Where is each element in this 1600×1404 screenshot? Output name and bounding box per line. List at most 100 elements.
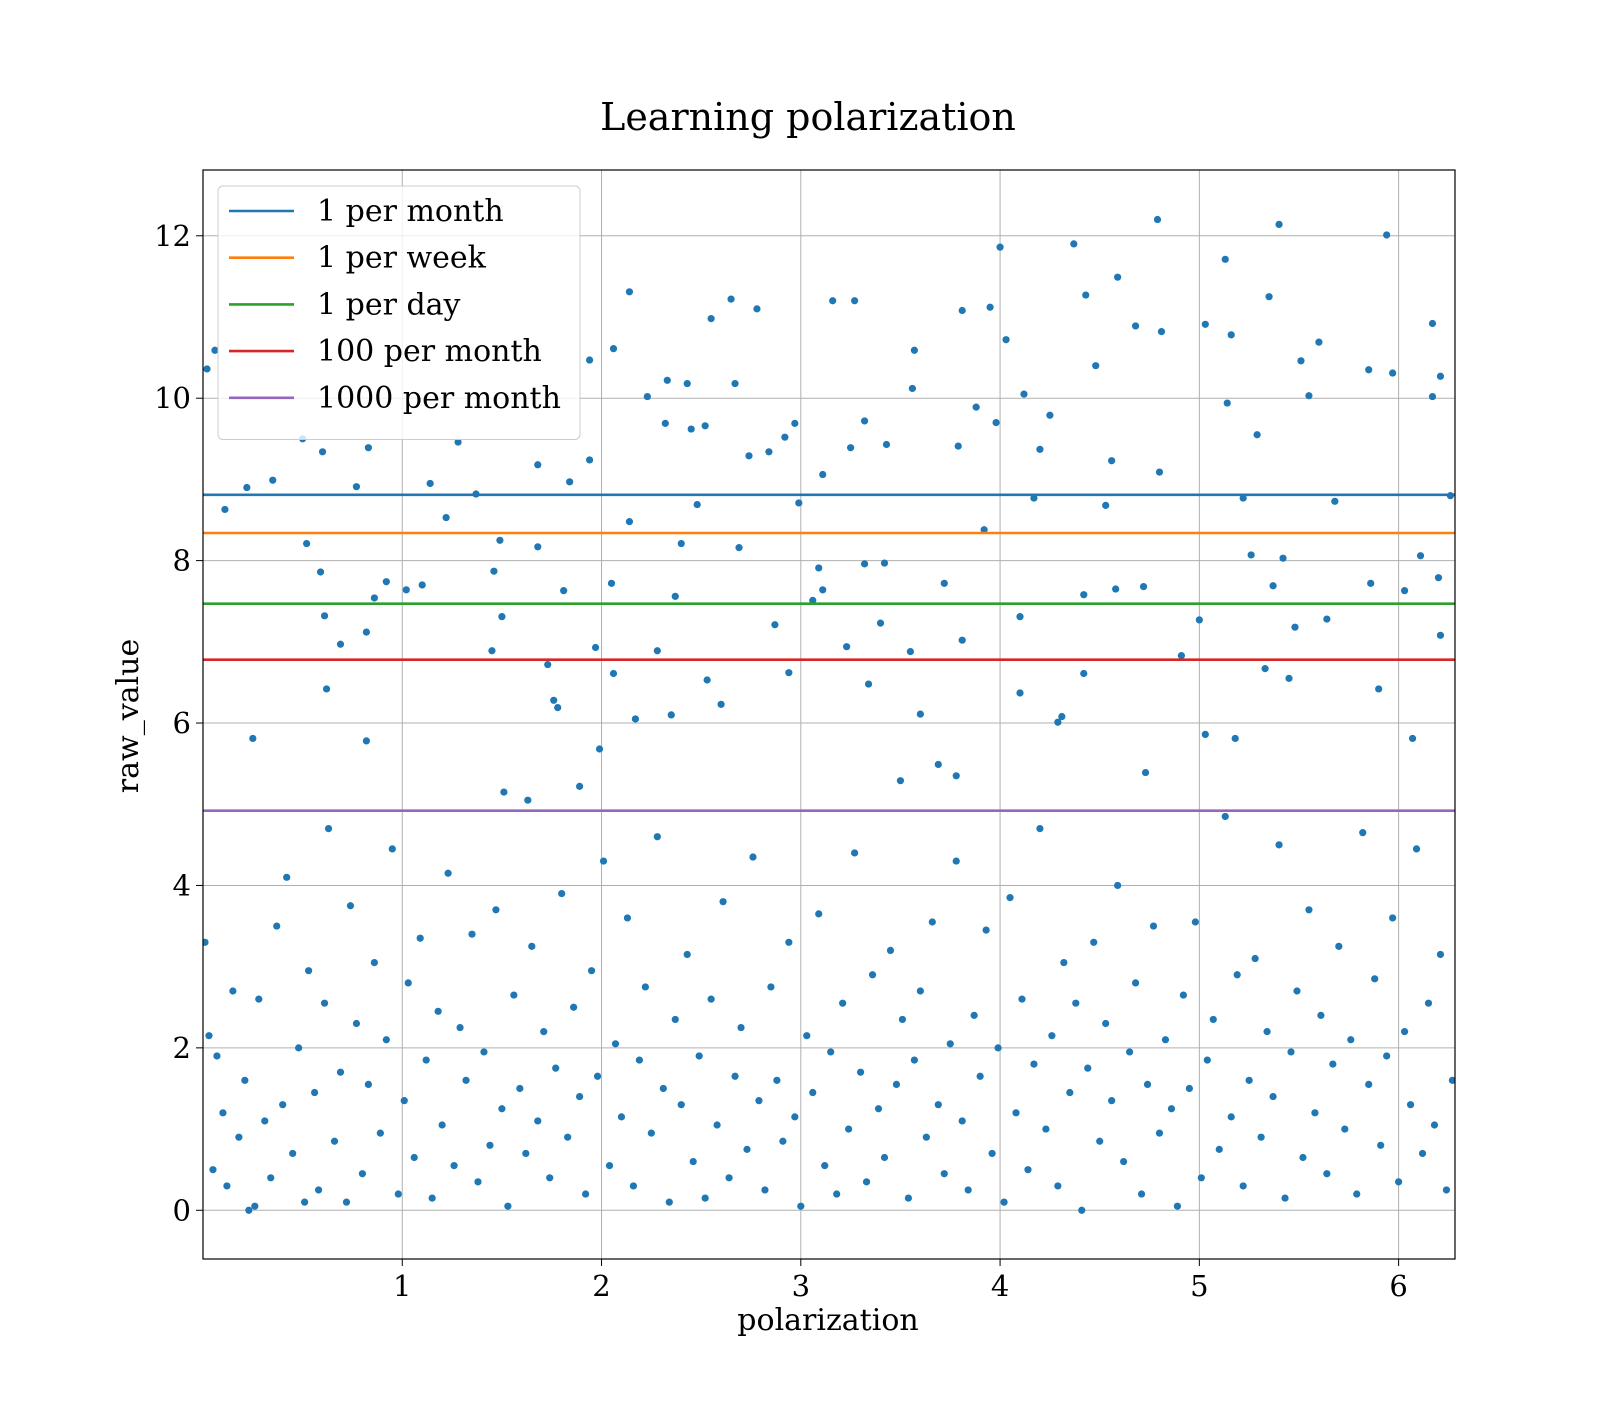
scatter-point: [229, 987, 237, 995]
scatter-point: [980, 526, 988, 534]
scatter-point: [1016, 689, 1024, 697]
scatter-point: [522, 1149, 530, 1158]
scatter-point: [330, 1137, 339, 1145]
scatter-point: [819, 470, 827, 479]
scatter-point: [940, 1170, 948, 1178]
scatter-point: [301, 1198, 309, 1206]
scatter-point: [1036, 445, 1044, 453]
scatter-point: [908, 384, 916, 393]
scatter-point: [1195, 616, 1203, 624]
scatter-point: [725, 1174, 733, 1182]
scatter-point: [910, 1056, 918, 1064]
scatter-point: [1341, 1125, 1349, 1133]
x-tick-label: 2: [592, 1269, 610, 1303]
scatter-point: [735, 544, 743, 552]
scatter-point: [1239, 494, 1247, 502]
scatter-point: [1167, 1105, 1176, 1113]
scatter-point: [1408, 734, 1417, 743]
scatter-point: [486, 1141, 494, 1149]
scatter-point: [1215, 1145, 1223, 1153]
scatter-point: [418, 581, 426, 589]
scatter-point: [1096, 1137, 1104, 1145]
scatter-point: [683, 379, 691, 388]
scatter-point: [1424, 999, 1433, 1007]
scatter-point: [839, 999, 847, 1007]
scatter-point: [1269, 1092, 1277, 1101]
scatter-point: [631, 715, 640, 723]
scatter-point: [745, 452, 753, 460]
scatter-point: [269, 476, 277, 484]
scatter-point: [934, 760, 942, 769]
scatter-point: [570, 1003, 578, 1011]
scatter-point: [235, 1133, 243, 1141]
scatter-point: [342, 1198, 351, 1206]
scatter-point: [689, 1157, 697, 1166]
scatter-point: [318, 448, 327, 456]
scatter-point: [1275, 220, 1283, 229]
scatter-point: [625, 288, 634, 296]
scatter-point: [988, 1149, 996, 1158]
scatter-point: [1418, 1149, 1427, 1158]
scatter-point: [1323, 1170, 1331, 1178]
scatter-point: [219, 1109, 227, 1117]
scatter-point: [785, 669, 793, 677]
scatter-point: [1042, 1125, 1050, 1133]
scatter-point: [1018, 995, 1026, 1003]
scatter-point: [336, 640, 345, 648]
scatter-point: [683, 950, 691, 959]
scatter-point: [416, 934, 424, 942]
scatter-point: [382, 1036, 390, 1044]
scatter-point: [554, 703, 562, 712]
scatter-point: [1247, 551, 1255, 559]
scatter-point: [992, 418, 1000, 427]
scatter-point: [641, 983, 649, 991]
scatter-point: [316, 568, 325, 576]
scatter-point: [1006, 894, 1014, 902]
scatter-point: [450, 1162, 458, 1170]
scatter-point: [241, 1076, 249, 1084]
scatter-point: [695, 1052, 703, 1060]
scatter-point: [480, 1048, 488, 1056]
scatter-point: [693, 500, 701, 509]
scatter-point: [211, 346, 219, 354]
scatter-point: [1395, 1178, 1403, 1186]
scatter-point: [1066, 1088, 1074, 1097]
axes-frame: [202, 169, 1456, 1260]
scatter-point: [426, 479, 434, 488]
scatter-point: [1223, 399, 1231, 407]
scatter-point: [1177, 652, 1186, 660]
scatter-point: [1239, 1182, 1247, 1190]
scatter-point: [364, 1080, 372, 1089]
scatter-point: [1072, 999, 1080, 1007]
scatter-point: [388, 845, 396, 853]
scatter-point: [1108, 1097, 1116, 1105]
scatter-point: [1070, 240, 1078, 248]
scatter-point: [320, 999, 329, 1007]
legend: 1 per month 1 per week 1 per day 100 per mo…: [217, 185, 581, 440]
scatter-point: [1102, 501, 1110, 509]
scatter-point: [880, 559, 889, 567]
scatter-point: [1114, 273, 1122, 281]
scatter-point: [1297, 357, 1305, 365]
scatter-point: [1221, 255, 1229, 263]
scatter-point: [880, 1153, 889, 1162]
scatter-point: [528, 942, 536, 950]
scatter-point: [524, 796, 532, 804]
scatter-point: [952, 772, 960, 780]
scatter-point: [1054, 718, 1062, 726]
y-tick-label: 0: [173, 1193, 191, 1227]
scatter-point: [829, 297, 837, 305]
scatter-point: [249, 734, 257, 743]
scatter-point: [1383, 231, 1391, 239]
scatter-point: [1335, 942, 1343, 950]
scatter-point: [847, 444, 855, 452]
scatter-point: [314, 1186, 323, 1194]
scatter-point: [916, 987, 924, 995]
scatter-point: [289, 1149, 297, 1158]
scatter-point: [629, 1182, 638, 1190]
x-tick-label: 4: [991, 1269, 1009, 1303]
scatter-point: [1157, 328, 1166, 336]
legend-label: 1 per week: [317, 241, 487, 276]
scatter-point: [671, 1015, 679, 1024]
